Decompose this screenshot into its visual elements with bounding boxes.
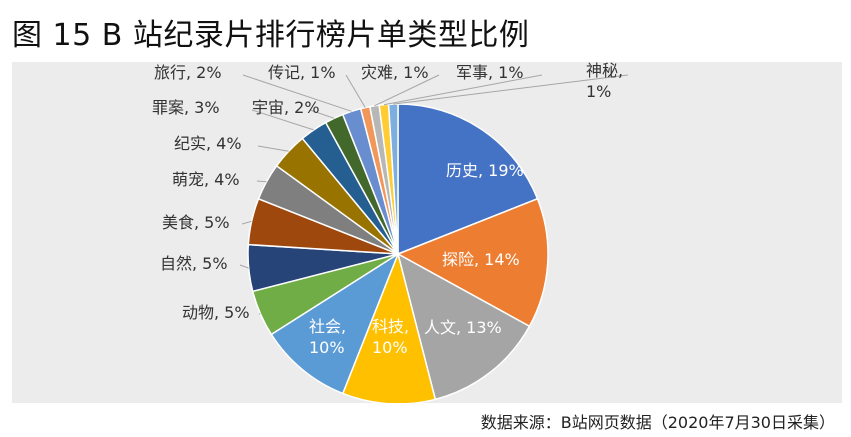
slice-label-罪案: 罪案, 3% [152, 98, 220, 117]
slice-label-美食: 美食, 5% [162, 213, 230, 232]
leader-line-自然 [239, 264, 249, 269]
slice-label-纪实: 纪实, 4% [174, 134, 242, 153]
leader-line-萌宠 [256, 180, 267, 183]
leader-line-美食 [241, 220, 252, 225]
pie-slice-科技 [341, 251, 437, 403]
leader-line-神秘 [393, 74, 629, 105]
leader-line-纪实 [257, 145, 289, 152]
pie-chart: 历史, 19% 探险, 14% 人文, 13% 科技, 10% 社会, 10% 动物, 5% 自… [152, 62, 629, 403]
slice-label-人文: 人文, 13% [424, 318, 502, 337]
figure-title: 图 15 B 站纪录片排行榜片单类型比例 [12, 18, 530, 53]
slice-label-军事: 军事, 1% [456, 63, 524, 82]
slice-label-萌宠: 萌宠, 4% [172, 170, 240, 189]
slice-label-传记: 传记, 1% [268, 63, 336, 82]
pie-slice-历史 [397, 103, 539, 256]
pie-slice-社会 [270, 252, 400, 395]
leader-line-旅行 [242, 74, 352, 112]
slice-label-历史: 历史, 19% [446, 161, 524, 180]
leader-line-灾难 [374, 74, 440, 107]
slice-label-灾难: 灾难, 1% [361, 63, 429, 82]
leader-line-军事 [383, 74, 543, 106]
slice-label-社会: 社会, 10% [309, 317, 346, 357]
slice-label-宇宙: 宇宙, 2% [252, 98, 320, 117]
plot-area: 历史, 19% 探险, 14% 人文, 13% 科技, 10% 社会, 10% 动物, 5% 自… [12, 62, 842, 403]
slice-label-神秘: 神秘, 1% [586, 62, 623, 101]
pie-slice-探险 [396, 197, 549, 328]
slice-label-旅行: 旅行, 2% [154, 63, 222, 82]
leader-line-罪案 [251, 109, 314, 131]
source-note: 数据来源：B站网页数据（2020年7月30日采集） [480, 413, 835, 432]
leader-line-宇宙 [309, 109, 335, 119]
slice-label-自然: 自然, 5% [160, 254, 228, 273]
slice-label-科技: 科技, 10% [372, 317, 409, 357]
slice-label-探险: 探险, 14% [442, 250, 520, 269]
leader-line-传记 [345, 74, 366, 108]
slice-label-动物: 动物, 5% [182, 303, 250, 322]
pie-slice-人文 [396, 252, 531, 401]
